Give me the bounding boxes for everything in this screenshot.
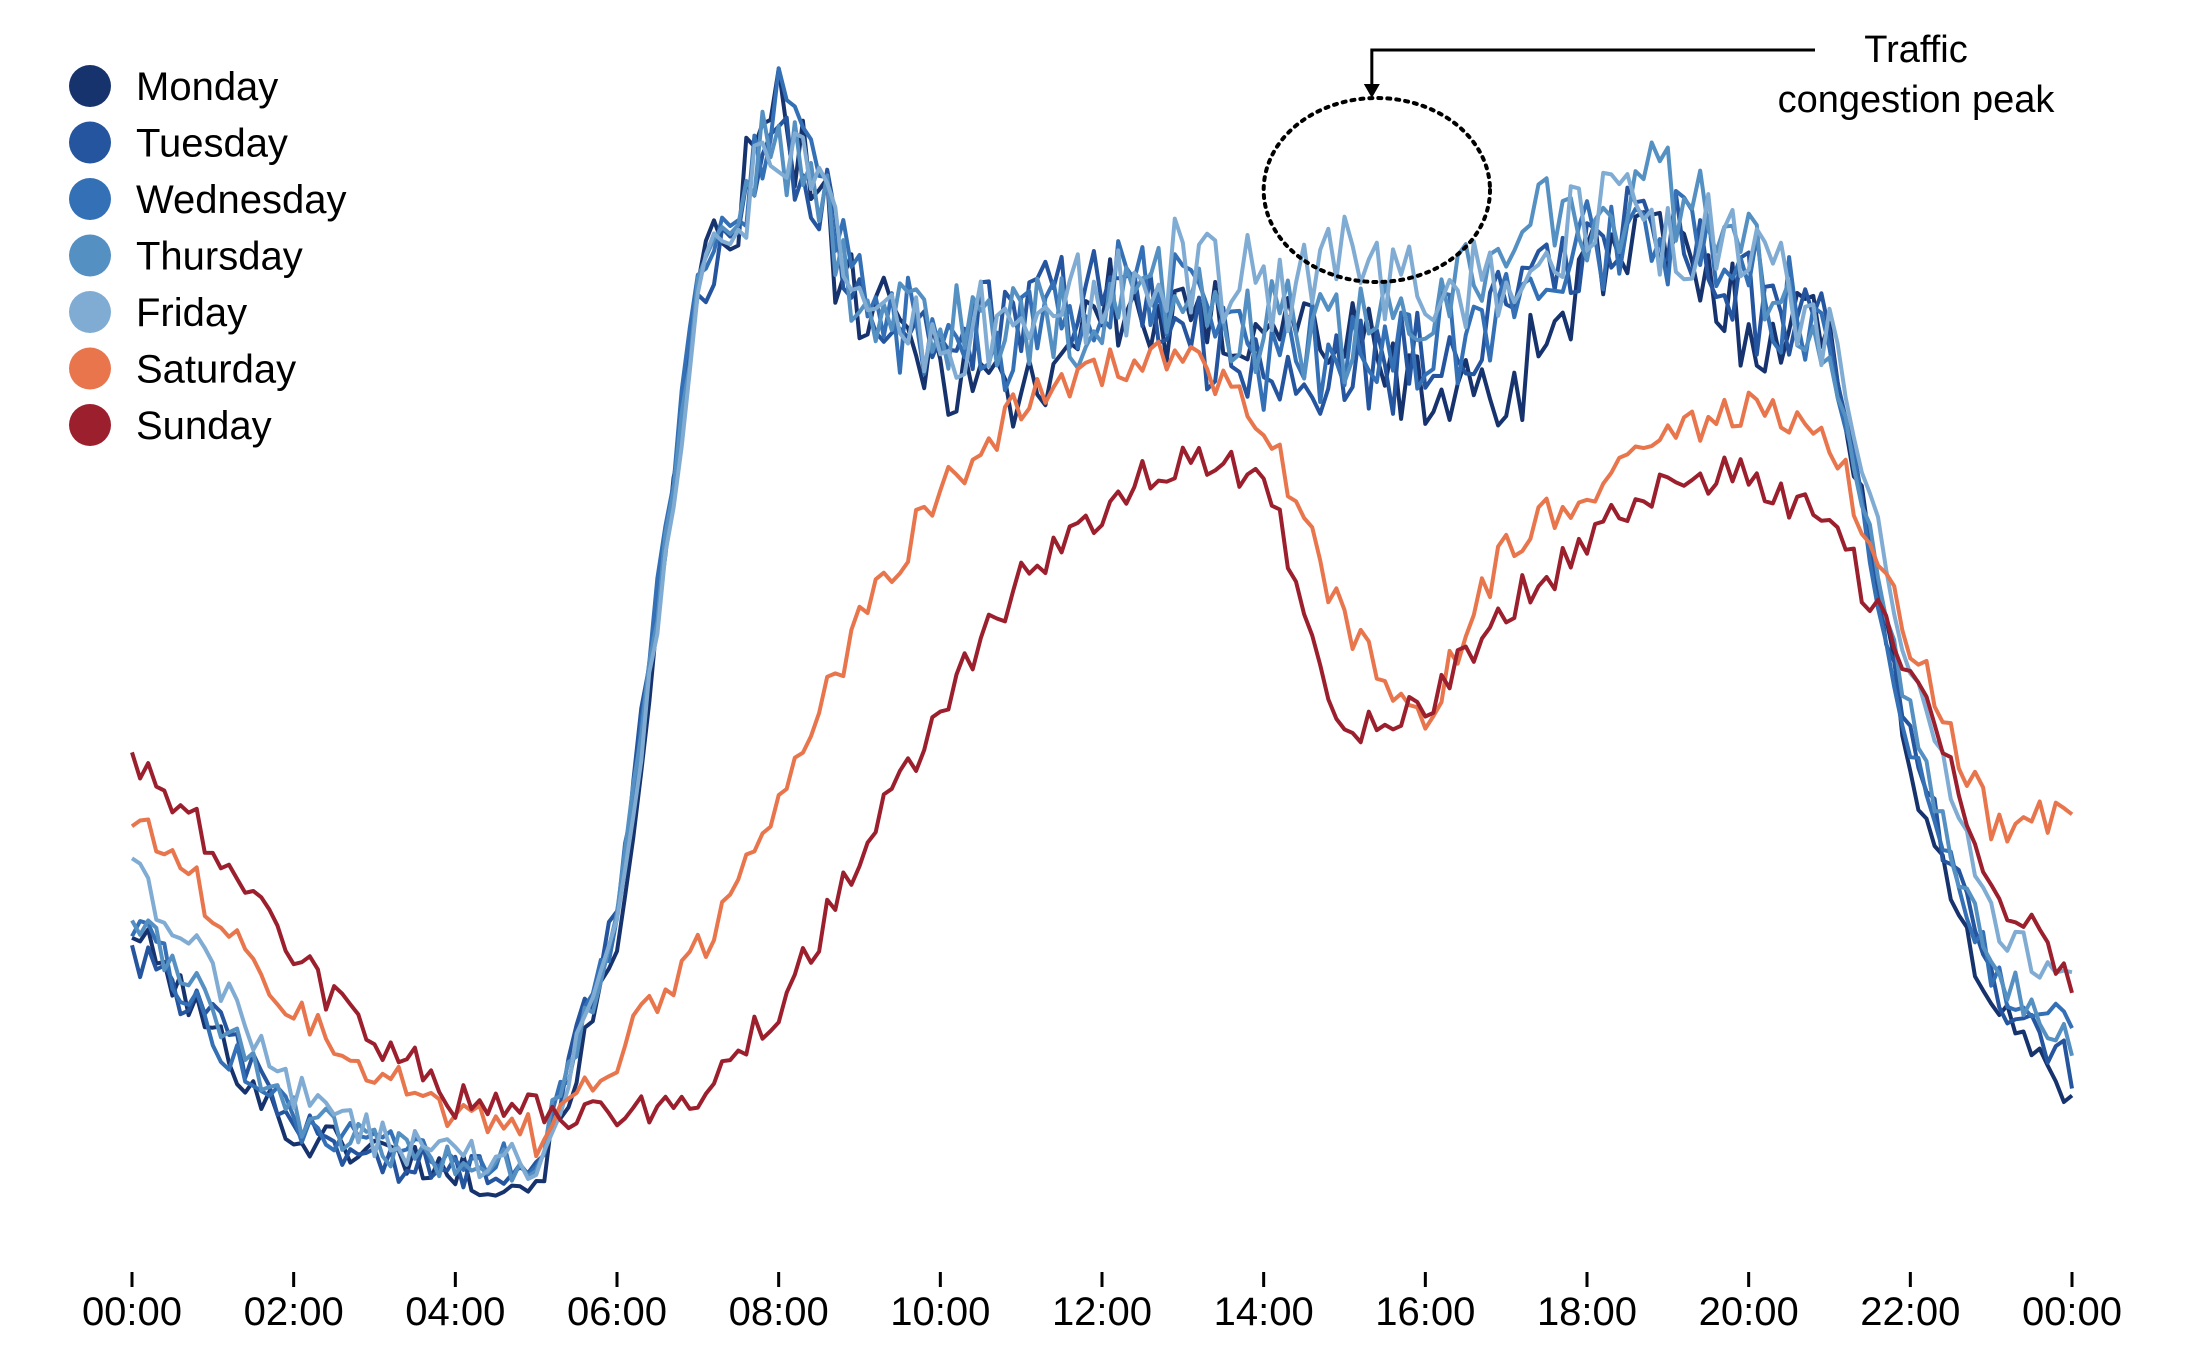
- x-tick-label: 20:00: [1699, 1290, 1799, 1334]
- legend-label-monday: Monday: [136, 65, 278, 109]
- x-tick-label: 14:00: [1214, 1290, 1314, 1334]
- series-line-saturday: [130, 339, 2074, 1159]
- legend-marker-monday: [69, 65, 111, 107]
- annotation-layer: Traffic congestion peak: [1261, 29, 2056, 284]
- legend-marker-thursday: [69, 234, 111, 277]
- x-tick-label: 12:00: [1052, 1290, 1152, 1334]
- annotation-arrowhead: [1363, 84, 1380, 98]
- legend-label-saturday: Saturday: [136, 348, 296, 392]
- x-tick-label: 18:00: [1537, 1290, 1637, 1334]
- x-tick-label: 10:00: [890, 1290, 990, 1334]
- annotation-text-line2: congestion peak: [1778, 79, 2056, 121]
- legend-marker-friday: [69, 291, 111, 333]
- series-line-tuesday: [130, 115, 2074, 1190]
- x-tick-label: 06:00: [567, 1290, 667, 1334]
- legend-label-wednesday: Wednesday: [136, 178, 347, 222]
- x-tick-label: 22:00: [1860, 1290, 1960, 1334]
- series-line-sunday: [130, 445, 2074, 1131]
- legend-marker-wednesday: [69, 178, 111, 220]
- legend-label-tuesday: Tuesday: [136, 122, 288, 166]
- legend-label-thursday: Thursday: [136, 235, 303, 279]
- legend-marker-saturday: [69, 347, 111, 390]
- congestion-peak-ellipse: [1261, 96, 1493, 284]
- legend-marker-sunday: [69, 404, 111, 446]
- annotation-leader-line: [1370, 48, 1815, 86]
- x-tick-label: 00:00: [2022, 1290, 2122, 1334]
- x-tick-label: 02:00: [244, 1290, 344, 1334]
- x-tick-label: 04:00: [405, 1290, 505, 1334]
- legend-marker-tuesday: [69, 121, 111, 164]
- x-axis: 00:00 02:00 04:00 06:00 08:00 10:00 12:00 14:00…: [82, 1272, 2122, 1334]
- x-tick-label: 08:00: [729, 1290, 829, 1334]
- series-line-friday: [130, 131, 2073, 1181]
- x-tick-label: 16:00: [1375, 1290, 1475, 1334]
- annotation-text-line1: Traffic: [1864, 29, 1967, 71]
- legend-label-friday: Friday: [136, 291, 247, 335]
- series-line-wednesday: [130, 66, 2074, 1178]
- legend: Monday Tuesday Wednesday Thursday Friday Satu…: [69, 65, 347, 448]
- series-line-thursday: [130, 109, 2074, 1183]
- series-layer: [130, 66, 2074, 1198]
- x-tick-label: 00:00: [82, 1290, 182, 1334]
- legend-label-sunday: Sunday: [136, 404, 272, 448]
- series-line-monday: [131, 66, 2074, 1198]
